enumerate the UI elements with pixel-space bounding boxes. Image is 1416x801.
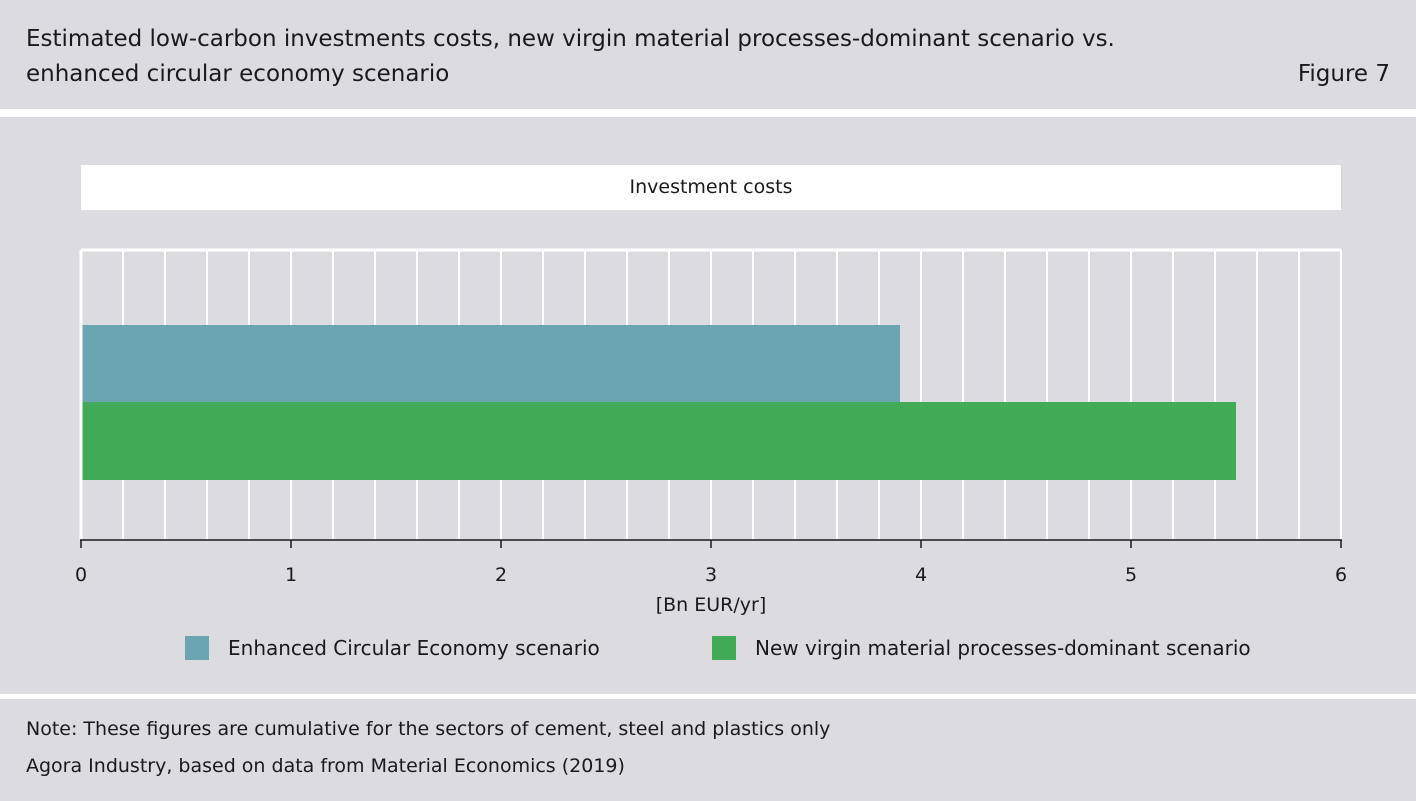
bar-series-2 xyxy=(81,402,1236,480)
figure-title-line-1: Estimated low-carbon investments costs, … xyxy=(26,26,1115,52)
figure-title-line-2: enhanced circular economy scenario xyxy=(26,61,450,87)
legend-label-circular: Enhanced Circular Economy scenario xyxy=(228,636,600,660)
footnote: Note: These figures are cumulative for t… xyxy=(26,718,831,740)
x-tick-label: 6 xyxy=(1335,564,1347,586)
figure-number-label: Figure 7 xyxy=(1297,61,1390,87)
footer-band xyxy=(0,699,1416,801)
bar-series-1 xyxy=(81,325,900,403)
x-tick-label: 5 xyxy=(1125,564,1137,586)
chart-panel-title: Investment costs xyxy=(81,165,1341,210)
x-tick-label: 2 xyxy=(495,564,507,586)
legend-item-virgin: New virgin material processes-dominant s… xyxy=(712,634,1251,662)
legend-swatch-circular xyxy=(185,636,209,660)
header-band xyxy=(0,0,1416,109)
x-tick-label: 4 xyxy=(915,564,927,586)
x-axis-title: [Bn EUR/yr] xyxy=(656,594,767,616)
x-tick-label: 0 xyxy=(75,564,87,586)
legend-swatch-virgin xyxy=(712,636,736,660)
x-tick-label: 1 xyxy=(285,564,297,586)
legend-item-circular: Enhanced Circular Economy scenario xyxy=(185,634,600,662)
x-tick-label: 3 xyxy=(705,564,717,586)
legend-label-virgin: New virgin material processes-dominant s… xyxy=(755,636,1251,660)
source-credit: Agora Industry, based on data from Mater… xyxy=(26,755,625,777)
